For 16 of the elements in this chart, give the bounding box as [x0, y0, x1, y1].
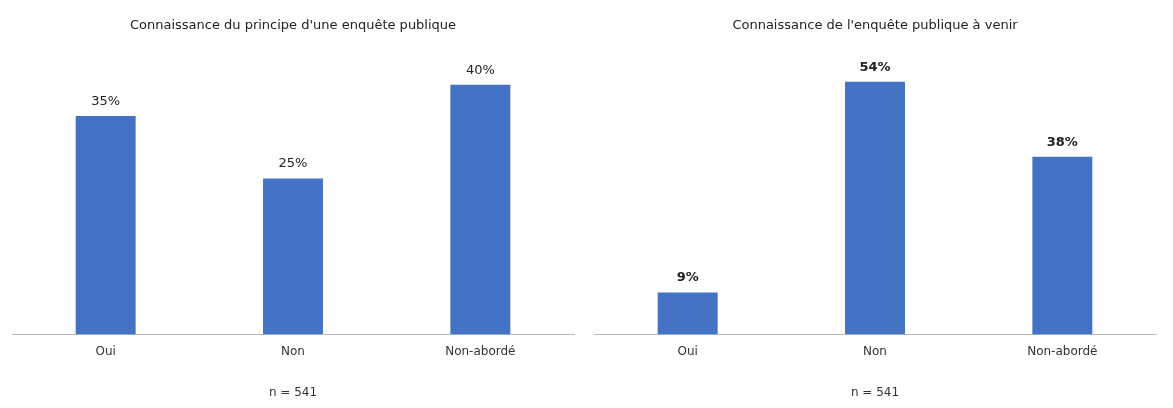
data-label: 54%	[859, 58, 891, 74]
text: n = 541	[850, 385, 900, 400]
data-label: 35%	[91, 92, 121, 108]
data-label: 25%	[278, 155, 308, 171]
x-tick-label: Oui	[95, 343, 116, 358]
x-tick-label: Non	[281, 343, 305, 358]
data-label: 9%	[676, 269, 699, 285]
x-tick-label: Non-abordé	[1027, 343, 1098, 358]
chart-title: Connaissance du principe d'une enquête publique	[129, 17, 457, 33]
chart-title: Connaissance de l'enquête publique à venir	[732, 17, 1019, 33]
data-label: 38%	[1046, 133, 1078, 149]
text: n = 541	[268, 385, 318, 400]
x-tick-label: Oui	[677, 343, 698, 358]
x-tick-label: Non-abordé	[445, 343, 516, 358]
x-tick-label: Non	[863, 343, 887, 358]
data-label: 40%	[465, 61, 495, 77]
